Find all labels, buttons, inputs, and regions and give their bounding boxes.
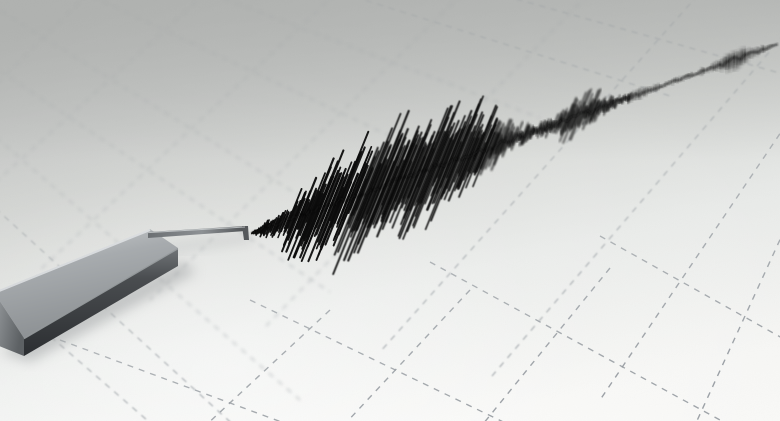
grid-family-down-right-near (59, 235, 780, 421)
stylus-top-highlight (0, 229, 151, 292)
needle-highlight (147, 226, 246, 234)
stylus-needle-shaft (148, 226, 246, 238)
stylus-side-face (24, 248, 178, 356)
grid-family-down-left-far (0, 0, 584, 327)
stylus-end-cap (0, 301, 24, 356)
stylus-needle-tip (242, 226, 249, 240)
stylus-edge-line (23, 247, 179, 340)
stylus-top-face (0, 229, 178, 338)
grid-family-down-left-near (209, 132, 780, 421)
grid-family-down-right-far (0, 0, 541, 401)
trace-baseline-spine (251, 43, 778, 234)
grid-family-down-left-mid (379, 0, 780, 377)
needle-cast-shadow (156, 234, 252, 254)
